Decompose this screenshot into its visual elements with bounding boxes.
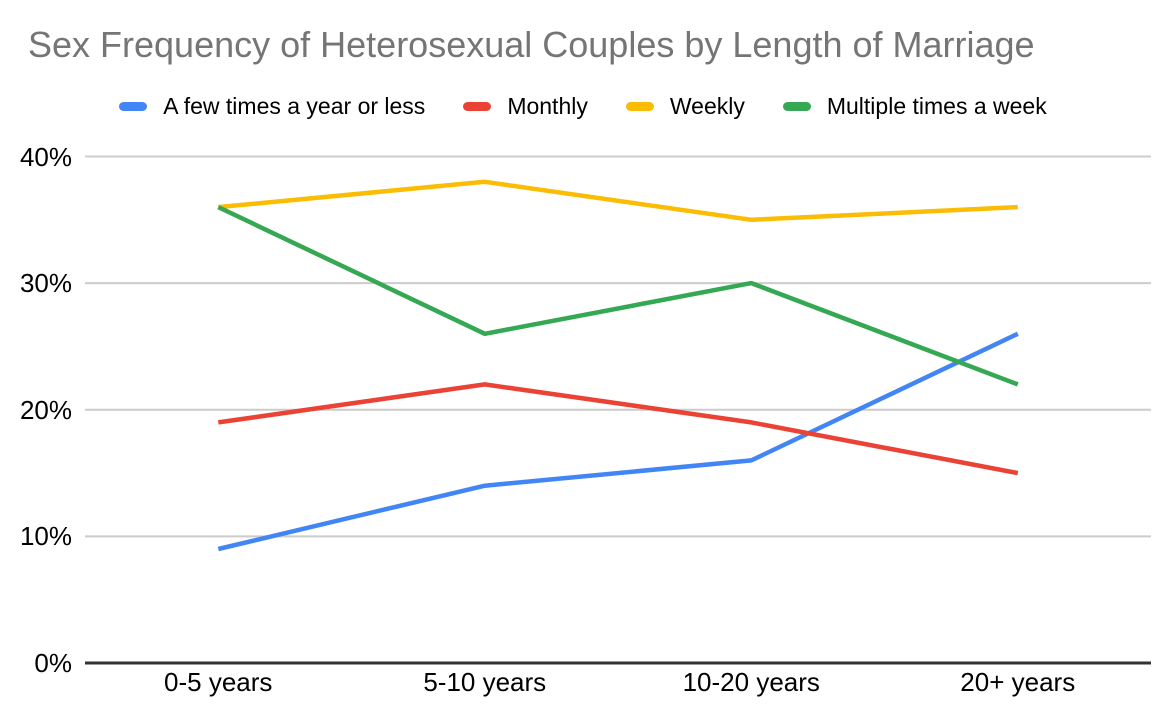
y-axis-tick-label: 40%: [19, 141, 72, 172]
x-axis-category-label: 0-5 years: [164, 667, 273, 697]
legend: A few times a year or less Monthly Weekl…: [0, 93, 1166, 120]
y-axis-tick-label: 30%: [19, 268, 72, 299]
series-line: [217, 205, 1019, 387]
legend-item-monthly: Monthly: [463, 93, 588, 120]
series-line: [217, 331, 1019, 552]
series-swatch-icon: [782, 102, 811, 111]
y-axis-tick-label: 20%: [19, 394, 72, 425]
x-axis-category-label: 10-20 years: [682, 667, 820, 697]
legend-item-weekly: Weekly: [625, 93, 745, 120]
series-swatch-icon: [625, 102, 654, 111]
series-swatch-icon: [463, 102, 492, 111]
series-line: [217, 382, 1019, 476]
legend-item-a-few-times-a-year: A few times a year or less: [119, 93, 425, 120]
chart-title: Sex Frequency of Heterosexual Couples by…: [28, 24, 1035, 65]
legend-label: Monthly: [507, 93, 588, 119]
series-swatch-icon: [119, 102, 148, 111]
series-line: [218, 179, 1018, 223]
y-axis-tick-label: 10%: [19, 521, 72, 552]
x-axis-category-label: 5-10 years: [423, 667, 547, 697]
legend-label: A few times a year or less: [163, 93, 426, 119]
legend-label: Multiple times a week: [826, 93, 1047, 119]
x-axis-category-label: 20+ years: [960, 667, 1076, 697]
legend-label: Weekly: [669, 93, 745, 119]
legend-item-multiple-times-a-week: Multiple times a week: [782, 93, 1047, 120]
y-axis-tick-label: 0%: [34, 648, 72, 678]
